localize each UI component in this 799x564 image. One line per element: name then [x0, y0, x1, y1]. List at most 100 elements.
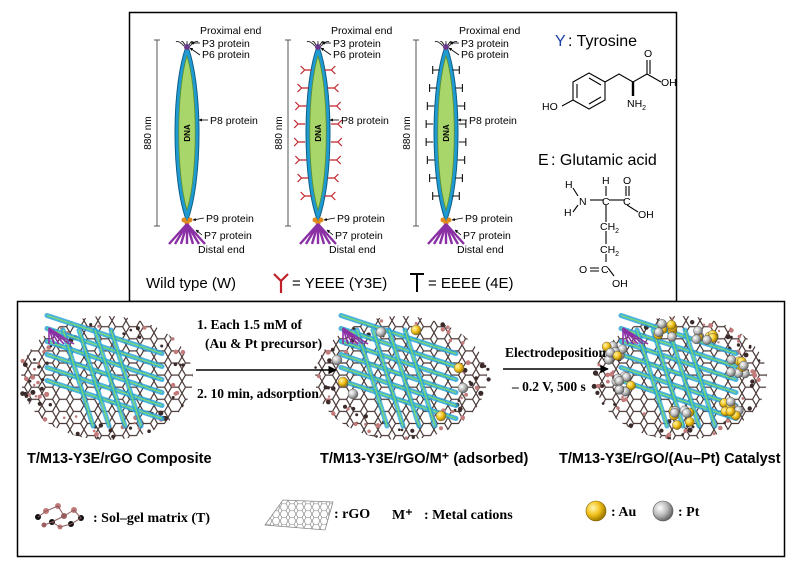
solgel-particle [741, 397, 744, 400]
dna-label: DNA [314, 124, 323, 142]
pt-particle [726, 368, 735, 377]
solgel-particle [167, 344, 170, 347]
p8-label: P8 protein [469, 115, 517, 127]
caption-adsorbed: T/M13-Y3E/rGO/M⁺ (adsorbed) [320, 451, 528, 467]
pt-particle [682, 409, 691, 418]
glu-o2: O [579, 264, 587, 276]
solgel-particle [174, 350, 179, 355]
solgel-particle [343, 405, 347, 409]
legend-solgel: : Sol–gel matrix (T) [93, 511, 210, 526]
pt-sphere-icon [653, 501, 673, 521]
solgel-particle [754, 371, 756, 373]
solgel-particle [486, 368, 489, 371]
solgel-particle [99, 423, 103, 427]
tyr-nh: NH [627, 98, 642, 110]
step2-line2: – 0.2 V, 500 s [511, 379, 586, 394]
stages [20, 316, 767, 441]
step1-line1: 1. Each 1.5 mM of [197, 317, 302, 332]
solgel-particle [750, 384, 754, 388]
proximal-label: Proximal end [459, 25, 520, 37]
solgel-particle [364, 423, 367, 426]
solgel-particle [38, 402, 42, 406]
glu-ch-b: CH [600, 244, 615, 256]
p6-cap [184, 44, 190, 50]
solgel-particle [466, 360, 471, 365]
pt-cation [348, 389, 358, 399]
au-particle [685, 417, 694, 426]
p9-label: P9 protein [465, 213, 513, 225]
solgel-particle [690, 320, 694, 324]
legend-rgo: : rGO [334, 507, 370, 522]
solgel-particle [703, 324, 706, 327]
solgel-particle [367, 430, 371, 434]
solgel-particle [726, 419, 730, 423]
solgel-particle [469, 381, 472, 384]
tyr-sub2: 2 [642, 105, 646, 112]
caption-composite: T/M13-Y3E/rGO Composite [27, 451, 212, 467]
solgel-particle [133, 422, 135, 424]
solgel-particle [109, 429, 113, 433]
solgel-particle [461, 341, 464, 344]
solgel-particle [347, 407, 350, 410]
solgel-particle [460, 415, 465, 420]
step2-line1: Electrodeposition [505, 345, 606, 360]
solgel-particle [475, 376, 479, 380]
solgel-particle [76, 432, 80, 436]
solgel-particle [111, 435, 115, 439]
solgel-particle [398, 428, 401, 431]
distal-label: Distal end [329, 244, 376, 256]
solgel-particle [380, 319, 383, 322]
solgel-particle [93, 430, 96, 433]
pt-particle [657, 319, 666, 328]
p9-label: P9 protein [337, 213, 385, 225]
solgel-particle [181, 350, 185, 354]
p8-label: P8 protein [341, 115, 389, 127]
solgel-particle [478, 391, 483, 396]
solgel-particle [38, 395, 42, 399]
p6-label: P6 protein [202, 49, 250, 61]
solgel-particle [718, 426, 723, 431]
tyr-o: O [644, 48, 652, 60]
solgel-particle [616, 406, 619, 409]
solgel-particle [723, 421, 726, 424]
solgel-particle [331, 348, 335, 352]
solgel-particle [328, 395, 330, 397]
solgel-particle [446, 326, 450, 330]
glu-c1: C [602, 196, 610, 208]
solgel-particle [671, 317, 673, 319]
solgel-particle [726, 335, 731, 340]
solgel-particle [624, 397, 628, 401]
proximal-label: Proximal end [331, 25, 392, 37]
solgel-particle [447, 330, 451, 334]
pt-particle [692, 335, 701, 344]
solgel-particle [593, 370, 598, 375]
pt-particle [739, 361, 748, 370]
solgel-particle [597, 363, 600, 366]
step1-line3: 2. 10 min, adsorption [197, 386, 319, 401]
solgel-particle [43, 417, 48, 422]
glu-o1: O [623, 175, 631, 187]
pt-cation [376, 327, 386, 337]
solgel-particle [35, 395, 38, 398]
solgel-particle [752, 373, 757, 378]
glu-ch-a-sub: 2 [615, 228, 619, 235]
solgel-particle [354, 422, 358, 426]
solgel-particle [324, 385, 328, 389]
proximal-label: Proximal end [200, 25, 261, 37]
glu-n: N [579, 196, 587, 208]
glu-oh2: OH [612, 278, 628, 290]
solgel-particle [415, 322, 418, 325]
solgel-particle [451, 410, 455, 414]
pt-particle [615, 385, 624, 394]
solgel-particle [729, 328, 734, 333]
solgel-particle [21, 359, 25, 363]
glutamic-name: : Glutamic acid [551, 152, 657, 169]
solgel-particle [331, 411, 335, 415]
au-cation [338, 377, 348, 387]
solgel-particle [30, 375, 35, 380]
pt-particle [667, 332, 676, 341]
glu-oh1: OH [638, 209, 654, 221]
legend-mplus: M⁺ [392, 508, 413, 523]
legend-pt: : Pt [678, 505, 700, 520]
